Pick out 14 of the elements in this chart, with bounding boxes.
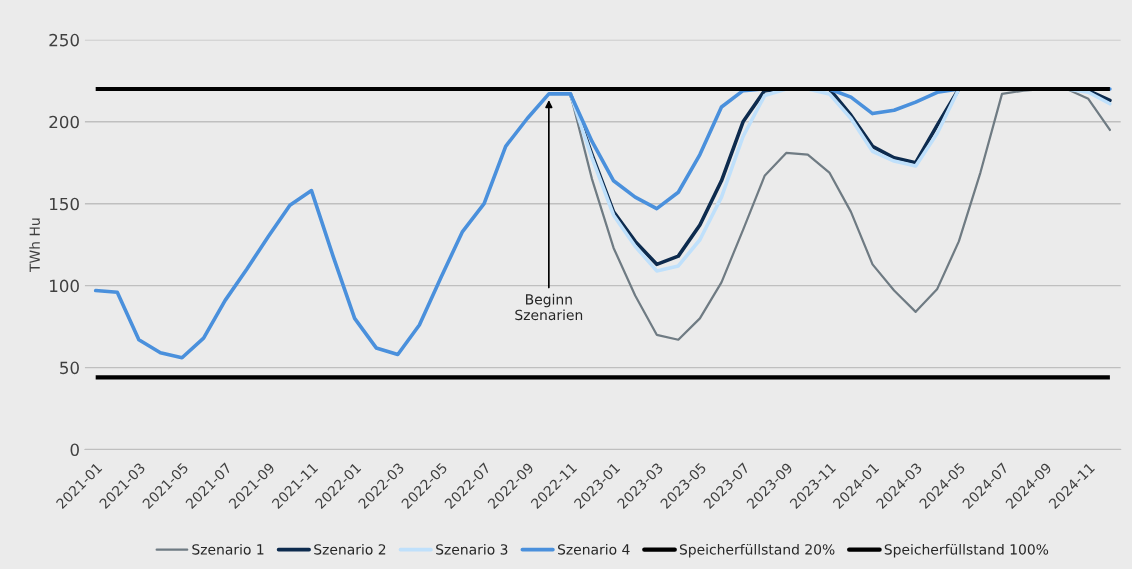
y-tick-label: 50 xyxy=(60,361,79,375)
legend-label: Szenario 3 xyxy=(436,543,508,555)
y-tick-label: 100 xyxy=(50,279,79,293)
y-axis-title: TWh Hu xyxy=(29,218,40,273)
y-tick-label: 200 xyxy=(49,115,79,129)
y-tick-label: 250 xyxy=(49,33,79,47)
legend-label: Speicherfüllstand 20% xyxy=(679,543,835,558)
legend-label: Speicherfüllstand 100% xyxy=(884,543,1049,558)
y-tick-label: 150 xyxy=(50,197,79,211)
y-tick-label: 0 xyxy=(70,443,79,457)
annotation: Beginn Szenarien xyxy=(515,293,583,321)
legend-label: Szenario 4 xyxy=(558,543,630,555)
legend-label: Szenario 2 xyxy=(314,543,386,555)
legend-label: Szenario 1 xyxy=(192,543,264,555)
